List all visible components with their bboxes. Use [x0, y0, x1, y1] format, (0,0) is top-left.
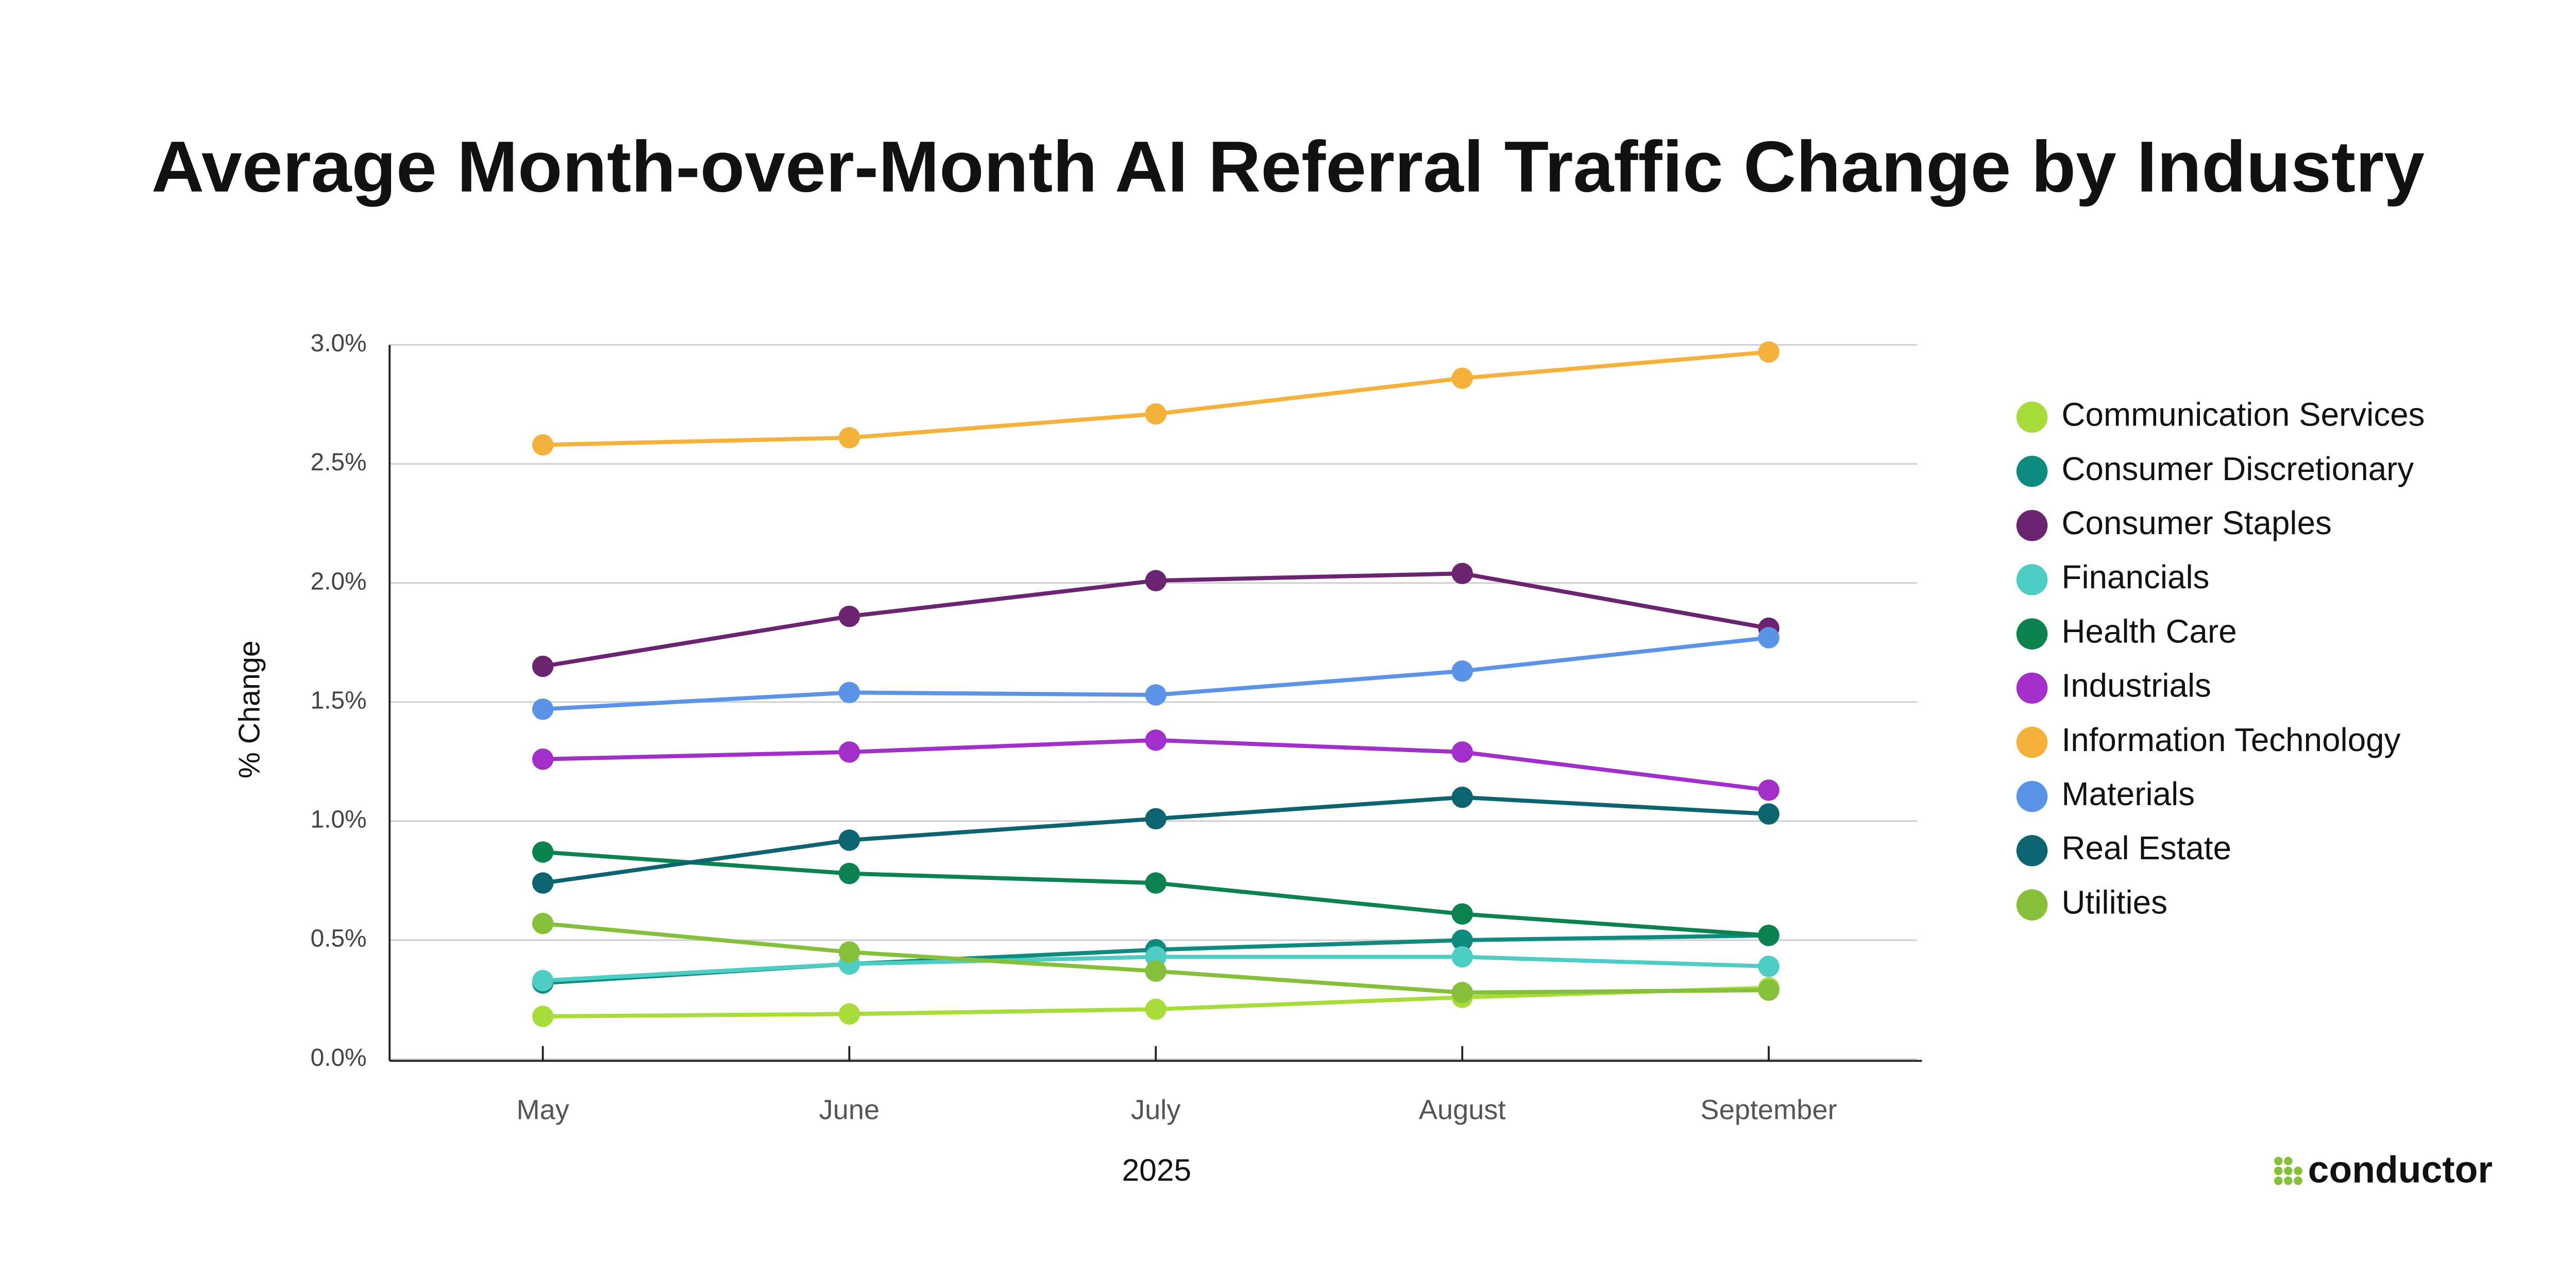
series — [532, 912, 1780, 1003]
legend-label: Utilities — [2062, 883, 2167, 921]
point — [838, 829, 860, 851]
point — [532, 698, 554, 720]
point — [838, 862, 860, 884]
point — [1145, 808, 1167, 830]
legend-marker — [2016, 401, 2048, 433]
y-tick-label: 2.0% — [311, 568, 367, 595]
series — [532, 563, 1780, 677]
point — [532, 434, 554, 456]
brand-logo: conductor — [2274, 1149, 2493, 1191]
point — [532, 655, 554, 677]
point — [1145, 570, 1167, 591]
point — [1145, 960, 1167, 982]
point — [1758, 956, 1780, 977]
point — [838, 941, 860, 963]
series — [532, 341, 1780, 456]
legend-marker — [2016, 509, 2048, 541]
legend-label: Consumer Discretionary — [2062, 450, 2414, 487]
series — [532, 729, 1780, 801]
series — [532, 627, 1780, 720]
point — [838, 427, 860, 449]
legend: Communication Services Consumer Discretio… — [2016, 396, 2425, 921]
legend-label: Industrials — [2062, 667, 2212, 704]
legend-label: Information Technology — [2062, 721, 2401, 758]
point — [1451, 660, 1473, 682]
legend-marker — [2016, 455, 2048, 487]
point — [1145, 998, 1167, 1020]
legend-marker — [2016, 726, 2048, 758]
line — [543, 350, 1769, 447]
point — [1451, 741, 1473, 763]
point — [1758, 779, 1780, 801]
legend-marker — [2016, 618, 2048, 650]
point — [1451, 982, 1473, 1003]
point — [1451, 563, 1473, 584]
legend-label: Consumer Staples — [2062, 504, 2332, 541]
legend-marker — [2016, 889, 2048, 921]
x-tick-label: July — [1131, 1095, 1180, 1126]
point — [532, 969, 554, 992]
y-tick-label: 1.0% — [311, 806, 367, 833]
point — [838, 682, 860, 704]
point — [532, 1006, 554, 1027]
legend-marker — [2016, 564, 2048, 596]
point — [838, 741, 860, 763]
x-tick-label: September — [1701, 1095, 1837, 1126]
point — [1145, 872, 1167, 894]
chart-title: Average Month-over-Month AI Referral Tra… — [151, 126, 2425, 207]
y-tick-label: 0.5% — [311, 925, 367, 952]
y-tick-label: 0.0% — [311, 1044, 367, 1071]
point — [532, 748, 554, 770]
point — [532, 912, 554, 934]
x-tick-label: August — [1419, 1095, 1506, 1126]
series — [532, 841, 1780, 946]
x-tick-label: June — [819, 1095, 880, 1126]
point — [1451, 946, 1473, 968]
point — [532, 841, 554, 863]
brand-icon — [2274, 1156, 2302, 1185]
point — [1451, 903, 1473, 925]
point — [838, 605, 860, 627]
point — [1451, 929, 1473, 951]
point — [1758, 341, 1780, 363]
legend-marker — [2016, 835, 2048, 866]
line — [543, 850, 1769, 938]
x-axis-title: 2025 — [1122, 1152, 1192, 1187]
series — [532, 977, 1780, 1027]
point — [1145, 684, 1167, 706]
y-tick-label: 1.5% — [311, 687, 367, 714]
point — [1451, 787, 1473, 808]
y-tick-label: 2.5% — [311, 449, 367, 476]
point — [1451, 367, 1473, 389]
x-tick-label: May — [516, 1095, 569, 1126]
point — [1758, 627, 1780, 649]
legend-label: Communication Services — [2062, 396, 2425, 433]
legend-label: Materials — [2062, 775, 2195, 812]
legend-label: Real Estate — [2062, 829, 2232, 866]
y-axis-title: % Change — [233, 640, 266, 778]
series — [532, 787, 1780, 894]
point — [1758, 803, 1780, 825]
legend-marker — [2016, 780, 2048, 812]
legend-label: Health Care — [2062, 613, 2237, 650]
legend-marker — [2016, 672, 2048, 704]
legend-label: Financials — [2062, 558, 2210, 596]
brand-name: conductor — [2308, 1149, 2493, 1191]
point — [838, 1003, 860, 1025]
point — [1145, 729, 1167, 751]
point — [1758, 979, 1780, 1001]
point — [1758, 925, 1780, 946]
point — [1145, 403, 1167, 425]
point — [532, 872, 554, 894]
y-tick-label: 3.0% — [311, 330, 367, 357]
